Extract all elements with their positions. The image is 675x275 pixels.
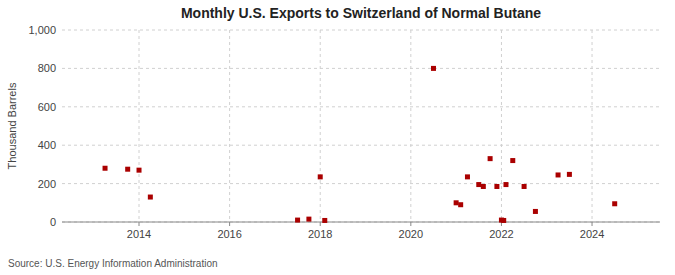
x-tick: [592, 222, 593, 226]
point: [556, 172, 561, 177]
x-tick-label: 2022: [489, 228, 513, 240]
y-grid-line: [62, 145, 660, 146]
grid: [62, 30, 660, 222]
y-tick-label: 0: [50, 216, 56, 228]
point: [488, 156, 493, 161]
y-tick-label: 400: [38, 139, 56, 151]
x-grid-line: [410, 30, 411, 222]
y-tick-label: 600: [38, 101, 56, 113]
y-tick-labels: 0 200 400 600 800 1,000: [28, 24, 56, 228]
point: [148, 195, 153, 200]
point: [510, 158, 515, 163]
point: [103, 166, 108, 171]
point: [567, 172, 572, 177]
x-tick: [320, 222, 321, 226]
x-tick-label: 2014: [127, 228, 151, 240]
source-note: Source: U.S. Energy Information Administ…: [8, 258, 218, 269]
y-grid-line: [62, 30, 660, 31]
point: [125, 167, 130, 172]
point: [481, 184, 486, 189]
x-tick-labels: 2014 2016 2018 2020 2022 2024: [127, 222, 605, 240]
point: [612, 201, 617, 206]
x-grid-line: [229, 30, 230, 222]
y-grid-line: [62, 222, 660, 223]
y-grid-line: [62, 106, 660, 107]
x-grid-line: [139, 30, 140, 222]
chart-container: 02004006008001,0002014201620182020202220…: [0, 0, 675, 275]
point: [431, 66, 436, 71]
x-tick-label: 2018: [308, 228, 332, 240]
point: [494, 184, 499, 189]
x-tick: [229, 222, 230, 226]
point: [322, 218, 327, 223]
background: [0, 0, 675, 275]
y-grid-line: [62, 68, 660, 69]
x-grid-line: [501, 30, 502, 222]
title: Monthly U.S. Exports to Switzerland of N…: [181, 5, 541, 21]
x-grid-line: [320, 30, 321, 222]
y-tick-label: 1,000: [28, 24, 56, 36]
point: [458, 202, 463, 207]
point: [306, 217, 311, 222]
chart-svg: 02004006008001,0002014201620182020202220…: [0, 0, 675, 275]
y-grid-line: [62, 183, 660, 184]
x-tick-label: 2024: [580, 228, 604, 240]
x-tick-label: 2016: [217, 228, 241, 240]
point: [318, 174, 323, 179]
y-tick-label: 800: [38, 62, 56, 74]
y-tick-label: 200: [38, 178, 56, 190]
x-axis-line: [62, 222, 660, 223]
page: {"chart_data": { "type": "scatter", "tit…: [0, 0, 675, 275]
point: [465, 174, 470, 179]
point: [137, 168, 142, 173]
point: [522, 184, 527, 189]
point: [501, 218, 506, 223]
point: [454, 200, 459, 205]
point: [476, 182, 481, 187]
x-tick: [410, 222, 411, 226]
points: [103, 66, 618, 223]
x-tick: [139, 222, 140, 226]
y-axis-label: Thousand Barrels: [6, 82, 18, 169]
point: [295, 218, 300, 223]
x-tick-label: 2020: [399, 228, 423, 240]
x-grid-line: [592, 30, 593, 222]
point: [503, 182, 508, 187]
point: [533, 209, 538, 214]
